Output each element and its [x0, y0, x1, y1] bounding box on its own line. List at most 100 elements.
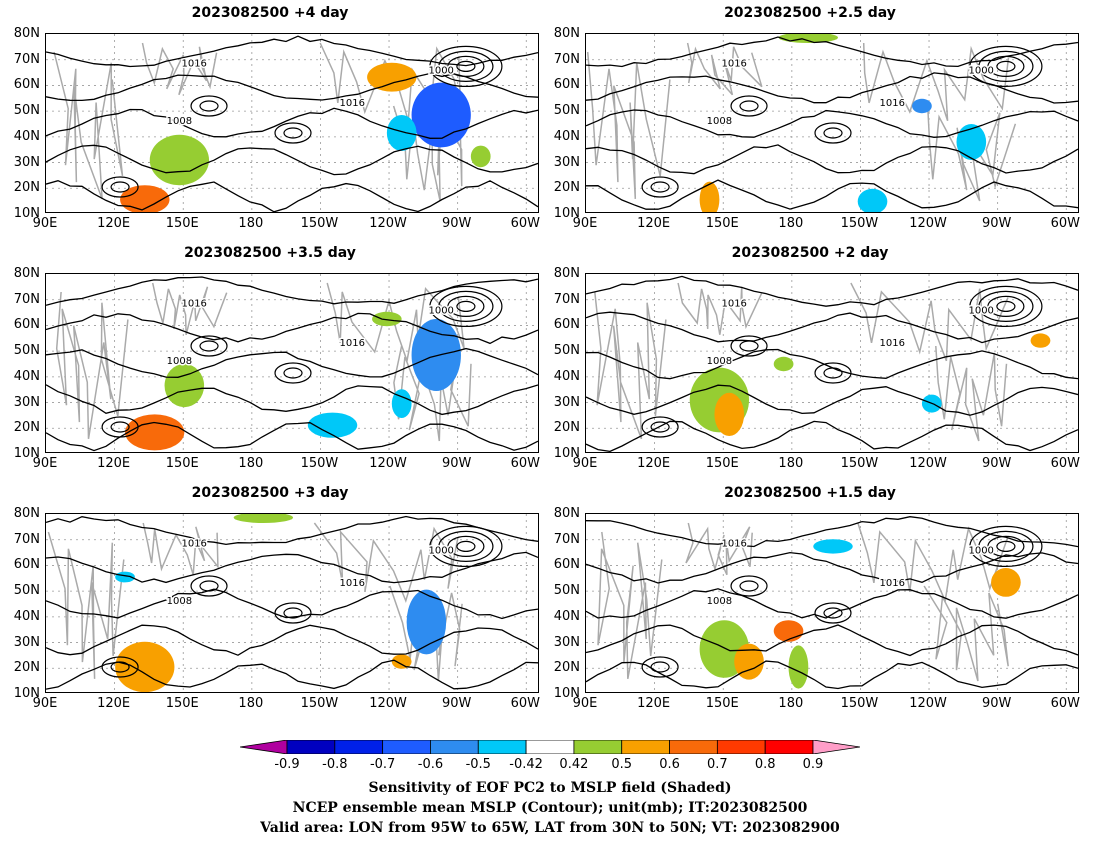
lon-tick-label: 120W [909, 216, 947, 231]
map-svg: 1016 1008 1016 1000 [586, 34, 1078, 212]
map-plot-area: 1016 1008 1016 1000 [45, 273, 539, 453]
mslp-contour [586, 384, 1078, 416]
contour-label: 1016 [181, 58, 206, 69]
mslp-closed-contour [996, 60, 1016, 73]
lat-tick-label: 50N [13, 343, 40, 359]
lon-tick-label: 180 [778, 216, 804, 231]
lon-tick-label: 90E [32, 456, 58, 471]
mslp-closed-contour [429, 285, 503, 328]
caption-line-3: Valid area: LON from 95W to 65W, LAT fro… [260, 820, 840, 836]
mslp-closed-contour [823, 607, 843, 619]
lon-tick-label: 60W [510, 696, 540, 711]
caption-line-1: Sensitivity of EOF PC2 to MSLP field (Sh… [368, 780, 732, 796]
mslp-closed-contour [199, 100, 219, 112]
mslp-closed-contour [814, 602, 852, 624]
sensitivity-shading [115, 641, 175, 692]
lon-tick-label: 150W [840, 696, 879, 711]
mslp-closed-contour [978, 290, 1034, 323]
lat-tick-label: 60N [13, 557, 40, 573]
mslp-closed-contour [996, 300, 1016, 313]
contour-label: 1000 [968, 66, 993, 77]
sensitivity-shading [125, 414, 185, 451]
lon-tick-label: 150W [300, 696, 339, 711]
colorbar-label: -0.8 [322, 757, 348, 772]
map-panel-2: 2023082500 +2.5 day 80N 70N 60N 50N 40N 30N 20N… [540, 5, 1080, 235]
mslp-closed-contour [283, 127, 303, 139]
contour-label: 1008 [167, 596, 192, 607]
sensitivity-shading [372, 311, 402, 327]
mslp-closed-contour [101, 176, 139, 198]
coastline [53, 51, 124, 200]
lon-tick-label: 90E [572, 216, 598, 231]
lat-tick-label: 60N [13, 77, 40, 93]
lat-tick-label: 50N [553, 103, 580, 119]
sensitivity-shading [386, 115, 417, 151]
map-panel-3: 2023082500 +3.5 day 80N 70N 60N 50N 40N 30N 20N… [0, 245, 540, 475]
lon-tick-label: 90W [981, 456, 1012, 471]
contour-label: 1008 [167, 356, 192, 367]
sensitivity-shading [470, 145, 491, 168]
mslp-closed-contour [969, 525, 1043, 568]
mslp-closed-contour [969, 285, 1043, 328]
lat-tick-label: 80N [13, 266, 40, 281]
coastline [47, 531, 125, 679]
mslp-closed-contour [814, 122, 852, 144]
sensitivity-shading [120, 185, 170, 212]
lat-tick-label: 70N [553, 51, 580, 67]
mslp-closed-contour [730, 335, 768, 357]
lon-tick-label: 120E [97, 216, 131, 231]
lat-tick-label: 40N [13, 368, 40, 384]
coastline [685, 522, 753, 576]
mslp-closed-contour [429, 45, 503, 88]
lat-tick-label: 20N [13, 180, 40, 196]
lon-tick-label: 150E [165, 456, 199, 471]
sensitivity-shading [734, 643, 764, 680]
lat-tick-label: 70N [553, 291, 580, 307]
mslp-closed-contour [199, 580, 219, 592]
coastline [926, 105, 1017, 202]
mslp-contour [586, 144, 1078, 175]
contour-label: 1016 [340, 98, 365, 109]
lat-tick-label: 10N [13, 206, 40, 221]
panel-title: 2023082500 +3 day [191, 485, 349, 501]
coastline [597, 531, 663, 680]
lat-tick-label: 60N [553, 557, 580, 573]
coastline [862, 42, 1010, 122]
mslp-closed-contour [447, 535, 485, 558]
sensitivity-shading [699, 181, 720, 212]
contour-label: 1000 [968, 306, 993, 317]
lat-tick-label: 10N [553, 446, 580, 461]
coastline [686, 42, 763, 96]
map-panel-1: 2023082500 +4 day 80N 70N 60N 50N 40N 30N 20N 10… [0, 5, 540, 235]
colorbar-box [525, 740, 575, 754]
lon-tick-label: 90W [981, 696, 1012, 711]
sensitivity-shading [233, 514, 293, 523]
lat-tick-label: 60N [13, 317, 40, 333]
sensitivity-shading [391, 654, 412, 669]
lon-tick-label: 150W [840, 456, 879, 471]
mslp-closed-contour [730, 95, 768, 117]
lon-tick-label: 120W [909, 456, 947, 471]
sensitivity-shading [149, 134, 210, 186]
mslp-closed-contour [650, 421, 670, 433]
panel-title: 2023082500 +1.5 day [724, 485, 896, 501]
mslp-closed-contour [110, 661, 130, 673]
lon-tick-label: 120E [97, 696, 131, 711]
lat-tick-label: 10N [13, 686, 40, 701]
mslp-contour [586, 109, 1078, 138]
mslp-contour [46, 588, 538, 620]
panel-title: 2023082500 +3.5 day [184, 245, 356, 261]
lon-tick-label: 180 [238, 456, 264, 471]
mslp-closed-contour [438, 290, 494, 323]
lat-tick-label: 40N [13, 128, 40, 144]
lon-tick-label: 120E [637, 456, 671, 471]
colorbar-label: -0.5 [465, 757, 491, 772]
colorbar-box [669, 740, 718, 754]
colorbar-box [334, 740, 384, 754]
lat-tick-label: 70N [13, 51, 40, 67]
mslp-closed-contour [987, 535, 1025, 558]
contour-label: 1008 [707, 356, 732, 367]
contour-label: 1008 [707, 116, 732, 127]
lon-tick-label: 60W [510, 216, 540, 231]
lon-tick-label: 120W [369, 696, 407, 711]
